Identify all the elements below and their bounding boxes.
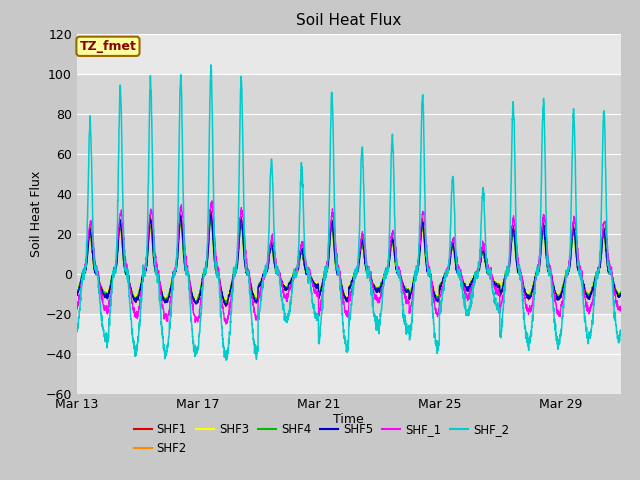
SHF5 bbox=[73, 292, 81, 298]
SHF_1 bbox=[73, 306, 81, 312]
SHF4 bbox=[158, 289, 166, 295]
SHF4 bbox=[366, 274, 374, 279]
SHF1 bbox=[125, 282, 133, 288]
SHF1 bbox=[207, 207, 214, 213]
Title: Soil Heat Flux: Soil Heat Flux bbox=[296, 13, 401, 28]
SHF2 bbox=[158, 292, 166, 298]
SHF_2 bbox=[222, 357, 230, 363]
SHF_2 bbox=[158, 332, 166, 338]
SHF_2 bbox=[125, 296, 133, 302]
SHF3 bbox=[158, 290, 166, 296]
SHF_2 bbox=[207, 62, 215, 68]
Y-axis label: Soil Heat Flux: Soil Heat Flux bbox=[30, 170, 43, 257]
SHF5 bbox=[547, 270, 554, 276]
SHF_2 bbox=[617, 332, 625, 338]
SHF2 bbox=[271, 259, 278, 265]
SHF3 bbox=[223, 299, 230, 304]
Legend: SHF1, SHF2, SHF3, SHF4, SHF5, SHF_1, SHF_2: SHF1, SHF2, SHF3, SHF4, SHF5, SHF_1, SHF… bbox=[129, 419, 514, 460]
SHF_1 bbox=[271, 252, 278, 257]
SHF1 bbox=[73, 292, 81, 298]
SHF4 bbox=[125, 280, 133, 286]
SHF4 bbox=[547, 270, 554, 276]
Line: SHF_2: SHF_2 bbox=[77, 65, 621, 360]
Text: TZ_fmet: TZ_fmet bbox=[79, 40, 136, 53]
SHF5 bbox=[207, 211, 215, 217]
Line: SHF1: SHF1 bbox=[77, 210, 621, 306]
SHF1 bbox=[547, 270, 554, 276]
SHF1 bbox=[271, 261, 278, 267]
Line: SHF5: SHF5 bbox=[77, 214, 621, 305]
SHF_1 bbox=[547, 265, 554, 271]
SHF1 bbox=[617, 292, 625, 298]
SHF5 bbox=[366, 273, 374, 279]
SHF_2 bbox=[547, 269, 554, 275]
SHF_2 bbox=[366, 278, 374, 284]
SHF3 bbox=[207, 218, 214, 224]
SHF_1 bbox=[222, 321, 230, 327]
SHF2 bbox=[547, 270, 554, 276]
SHF3 bbox=[366, 273, 374, 278]
SHF_2 bbox=[73, 324, 81, 329]
SHF2 bbox=[125, 280, 133, 286]
SHF4 bbox=[207, 217, 215, 223]
Line: SHF_1: SHF_1 bbox=[77, 201, 621, 324]
SHF_2 bbox=[271, 240, 278, 246]
SHF2 bbox=[73, 289, 81, 295]
SHF5 bbox=[223, 302, 230, 308]
SHF_1 bbox=[125, 281, 133, 287]
SHF_1 bbox=[193, 317, 201, 323]
SHF2 bbox=[193, 295, 201, 301]
SHF1 bbox=[222, 303, 230, 309]
Line: SHF3: SHF3 bbox=[77, 221, 621, 301]
SHF5 bbox=[125, 280, 133, 286]
SHF4 bbox=[193, 297, 201, 303]
SHF3 bbox=[125, 281, 133, 287]
SHF4 bbox=[222, 301, 230, 307]
SHF_1 bbox=[208, 198, 216, 204]
SHF2 bbox=[366, 273, 374, 279]
SHF3 bbox=[547, 273, 554, 279]
SHF_2 bbox=[193, 349, 201, 355]
SHF4 bbox=[271, 261, 278, 266]
SHF5 bbox=[617, 291, 625, 297]
Line: SHF2: SHF2 bbox=[77, 215, 621, 303]
SHF2 bbox=[207, 212, 215, 218]
SHF4 bbox=[617, 289, 625, 295]
SHF2 bbox=[617, 290, 625, 296]
Line: SHF4: SHF4 bbox=[77, 220, 621, 304]
SHF1 bbox=[366, 273, 374, 279]
SHF1 bbox=[193, 298, 201, 304]
X-axis label: Time: Time bbox=[333, 413, 364, 426]
SHF3 bbox=[73, 287, 81, 293]
SHF4 bbox=[73, 288, 81, 294]
SHF5 bbox=[193, 298, 201, 304]
SHF3 bbox=[193, 295, 201, 300]
SHF5 bbox=[158, 291, 166, 297]
SHF_1 bbox=[617, 303, 625, 309]
Bar bbox=[77, 73, 621, 313]
SHF1 bbox=[158, 292, 166, 298]
SHF2 bbox=[223, 300, 230, 306]
SHF5 bbox=[271, 262, 278, 267]
SHF_1 bbox=[366, 272, 374, 278]
SHF_1 bbox=[158, 305, 166, 311]
SHF3 bbox=[271, 265, 278, 271]
SHF3 bbox=[617, 290, 625, 296]
